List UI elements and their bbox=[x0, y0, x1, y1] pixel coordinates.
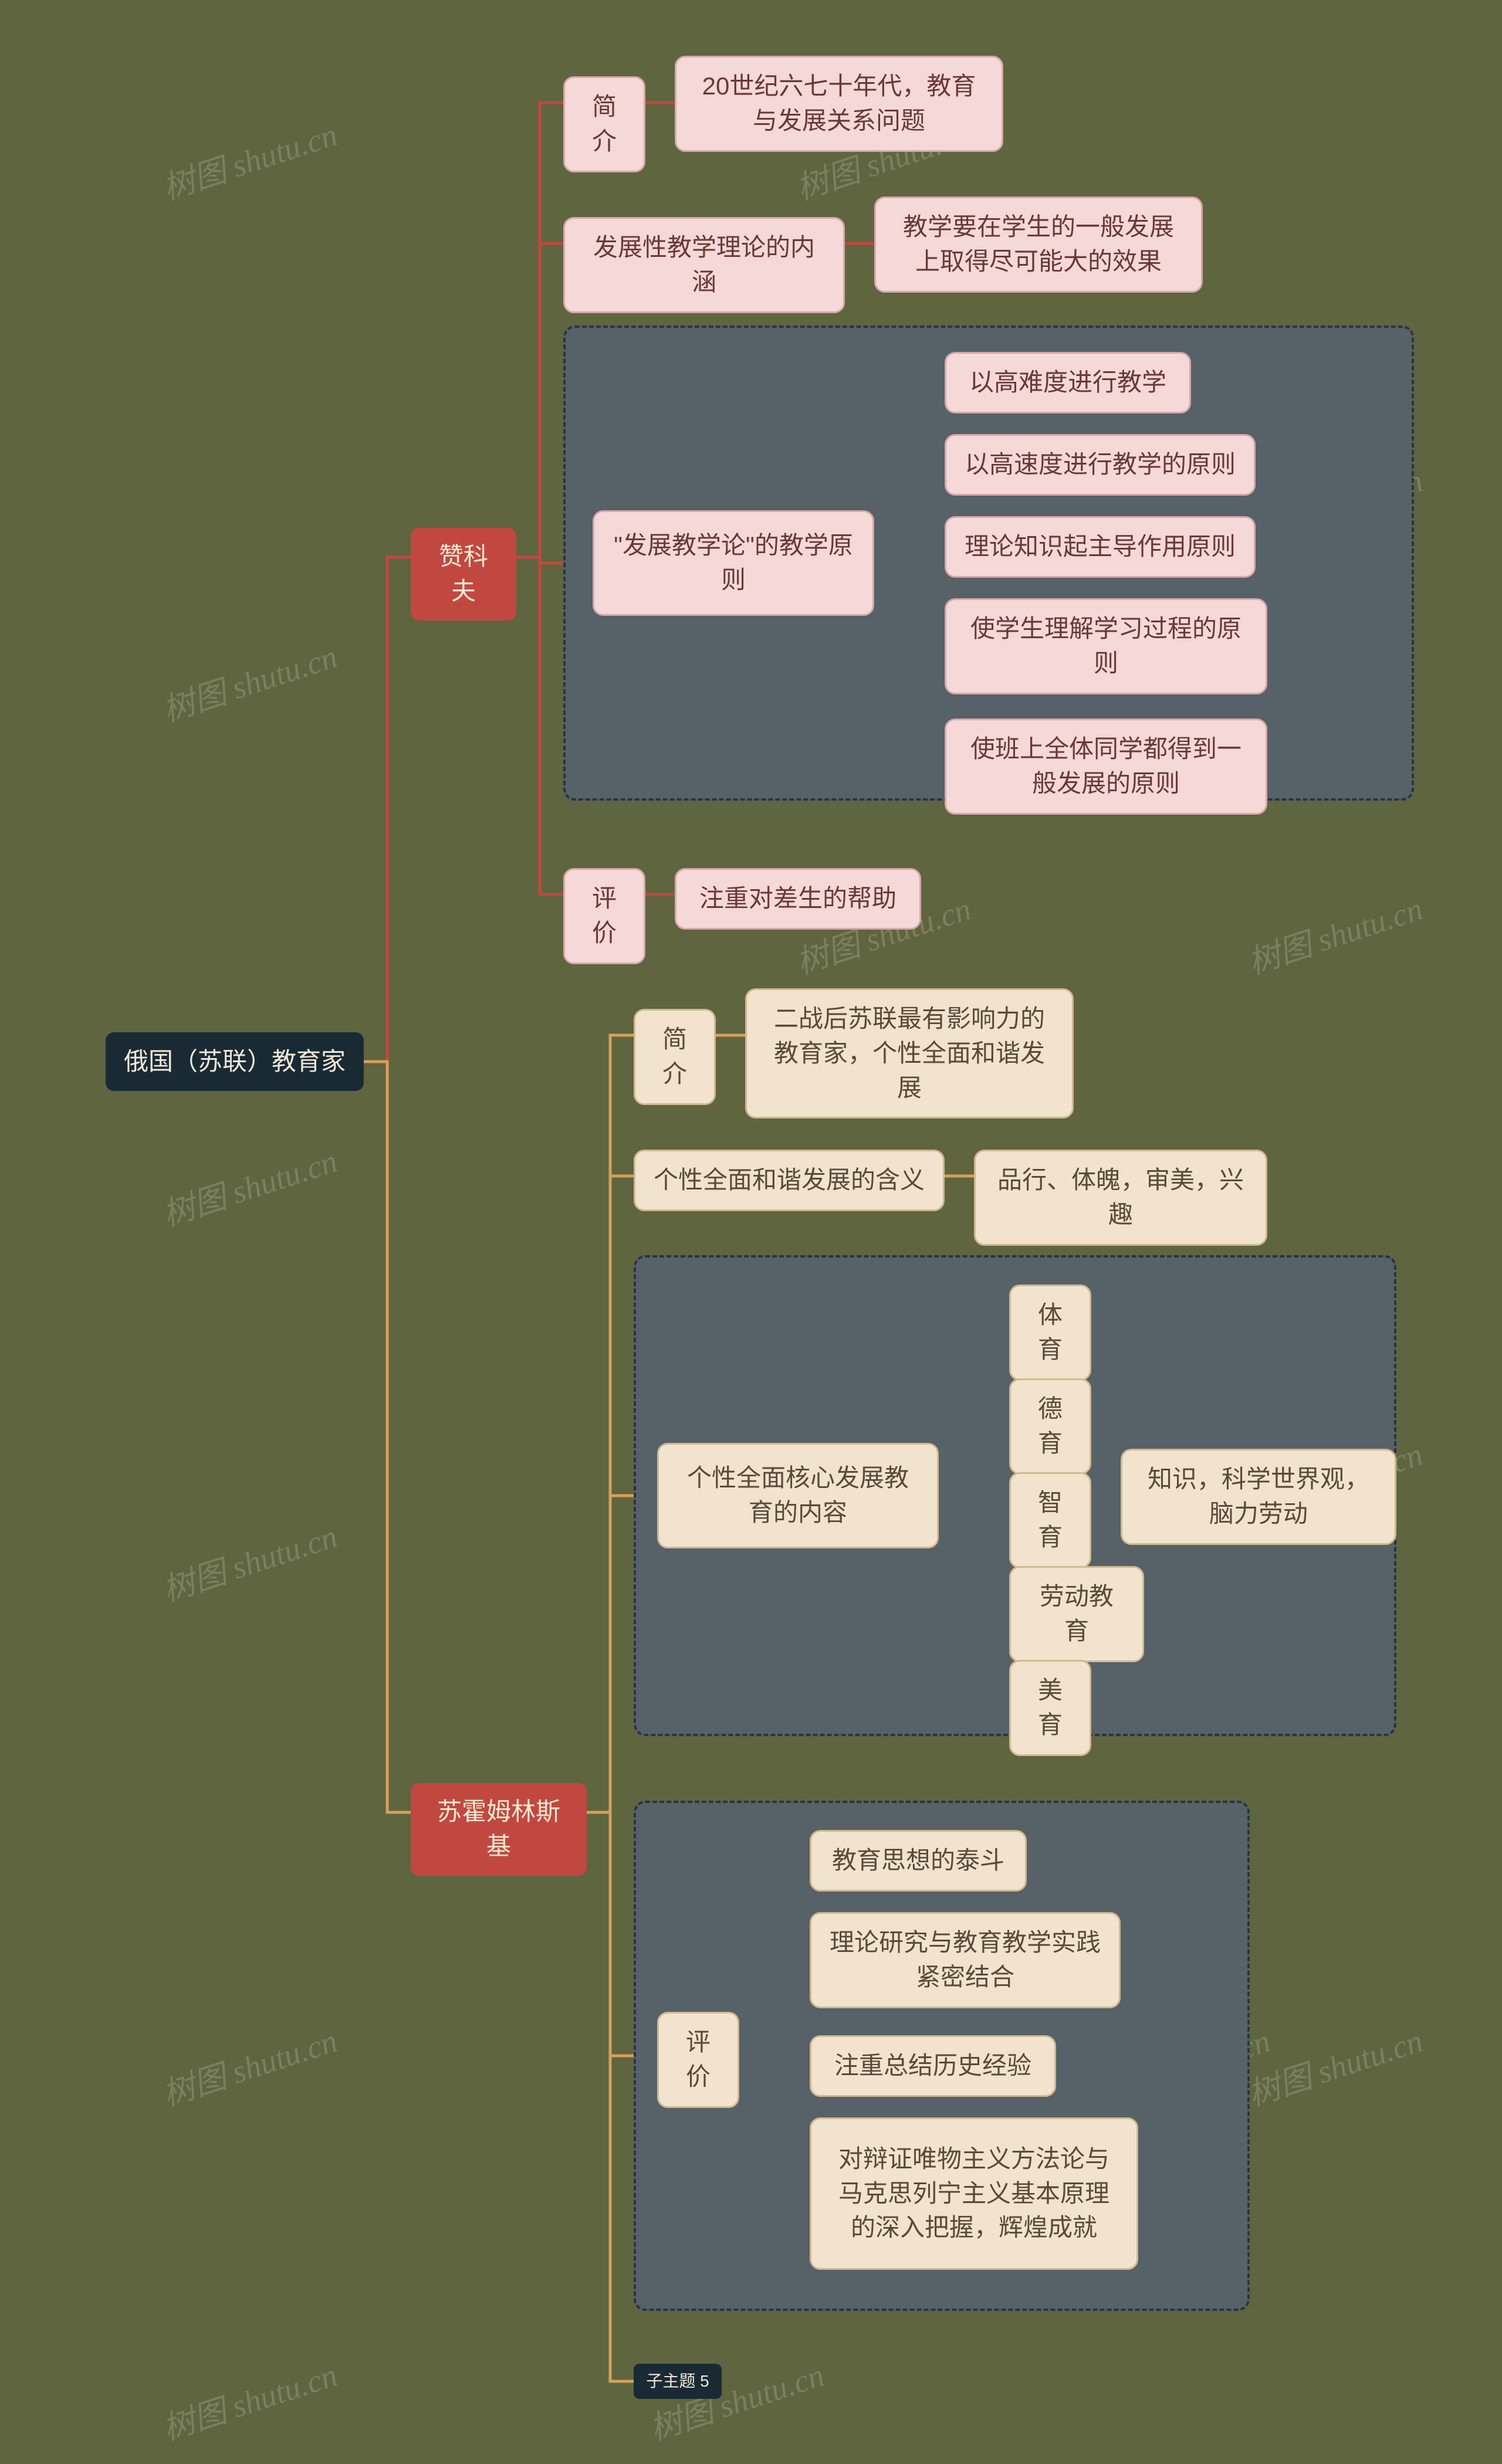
node-s_c3_c[interactable]: 知识，科学世界观，脑力劳动 bbox=[1121, 1449, 1396, 1545]
node-s_intro[interactable]: 简介 bbox=[634, 1009, 716, 1105]
node-z_eval_c[interactable]: 注重对差生的帮助 bbox=[675, 868, 921, 930]
node-s_c2[interactable]: 德育 bbox=[1009, 1378, 1091, 1475]
node-z_p2[interactable]: 以高速度进行教学的原则 bbox=[945, 434, 1256, 496]
node-s_meaning_c[interactable]: 品行、体魄，审美，兴趣 bbox=[974, 1150, 1267, 1246]
node-zankov[interactable]: 赞科夫 bbox=[411, 528, 516, 621]
node-s_sub5[interactable]: 子主题 5 bbox=[634, 2364, 722, 2399]
node-z_conn_c[interactable]: 教学要在学生的一般发展上取得尽可能大的效果 bbox=[874, 196, 1203, 293]
watermark: 树图 shutu.cn bbox=[155, 1134, 342, 1235]
node-s_c4[interactable]: 劳动教育 bbox=[1009, 1566, 1144, 1662]
watermark: 树图 shutu.cn bbox=[1241, 2014, 1427, 2114]
node-s_intro_c[interactable]: 二战后苏联最有影响力的教育家，个性全面和谐发展 bbox=[745, 988, 1074, 1119]
node-s_e3[interactable]: 注重总结历史经验 bbox=[810, 2035, 1056, 2097]
node-s_c3[interactable]: 智育 bbox=[1009, 1472, 1091, 1568]
node-z_conn[interactable]: 发展性教学理论的内涵 bbox=[563, 217, 845, 313]
node-z_intro[interactable]: 简介 bbox=[563, 76, 645, 172]
node-z_intro_c[interactable]: 20世纪六七十年代，教育与发展关系问题 bbox=[675, 56, 1003, 152]
watermark: 树图 shutu.cn bbox=[155, 2014, 342, 2114]
watermark: 树图 shutu.cn bbox=[155, 2348, 342, 2449]
node-s_e2[interactable]: 理论研究与教育教学实践紧密结合 bbox=[810, 1912, 1121, 2008]
node-z_p5[interactable]: 使班上全体同学都得到一般发展的原则 bbox=[945, 718, 1267, 815]
node-s_e1[interactable]: 教育思想的泰斗 bbox=[810, 1830, 1027, 1892]
node-s_content[interactable]: 个性全面核心发展教育的内容 bbox=[657, 1443, 939, 1548]
node-z_princ[interactable]: "发展教学论"的教学原则 bbox=[593, 510, 874, 616]
watermark: 树图 shutu.cn bbox=[1241, 882, 1427, 982]
node-z_p4[interactable]: 使学生理解学习过程的原则 bbox=[945, 598, 1267, 694]
watermark: 树图 shutu.cn bbox=[155, 1510, 342, 1610]
node-z_p3[interactable]: 理论知识起主导作用原则 bbox=[945, 516, 1256, 578]
node-z_eval[interactable]: 评价 bbox=[563, 868, 645, 964]
watermark: 树图 shutu.cn bbox=[155, 630, 342, 730]
node-s_eval[interactable]: 评价 bbox=[657, 2012, 739, 2108]
node-root[interactable]: 俄国（苏联）教育家 bbox=[106, 1032, 364, 1091]
node-s_c5[interactable]: 美育 bbox=[1009, 1660, 1091, 1756]
node-s_meaning[interactable]: 个性全面和谐发展的含义 bbox=[634, 1150, 945, 1211]
node-sukhom[interactable]: 苏霍姆林斯基 bbox=[411, 1783, 587, 1876]
watermark: 树图 shutu.cn bbox=[155, 108, 342, 208]
node-s_c1[interactable]: 体育 bbox=[1009, 1284, 1091, 1381]
node-z_p1[interactable]: 以高难度进行教学 bbox=[945, 352, 1191, 414]
node-s_e4[interactable]: 对辩证唯物主义方法论与马克思列宁主义基本原理的深入把握，辉煌成就 bbox=[810, 2117, 1138, 2270]
